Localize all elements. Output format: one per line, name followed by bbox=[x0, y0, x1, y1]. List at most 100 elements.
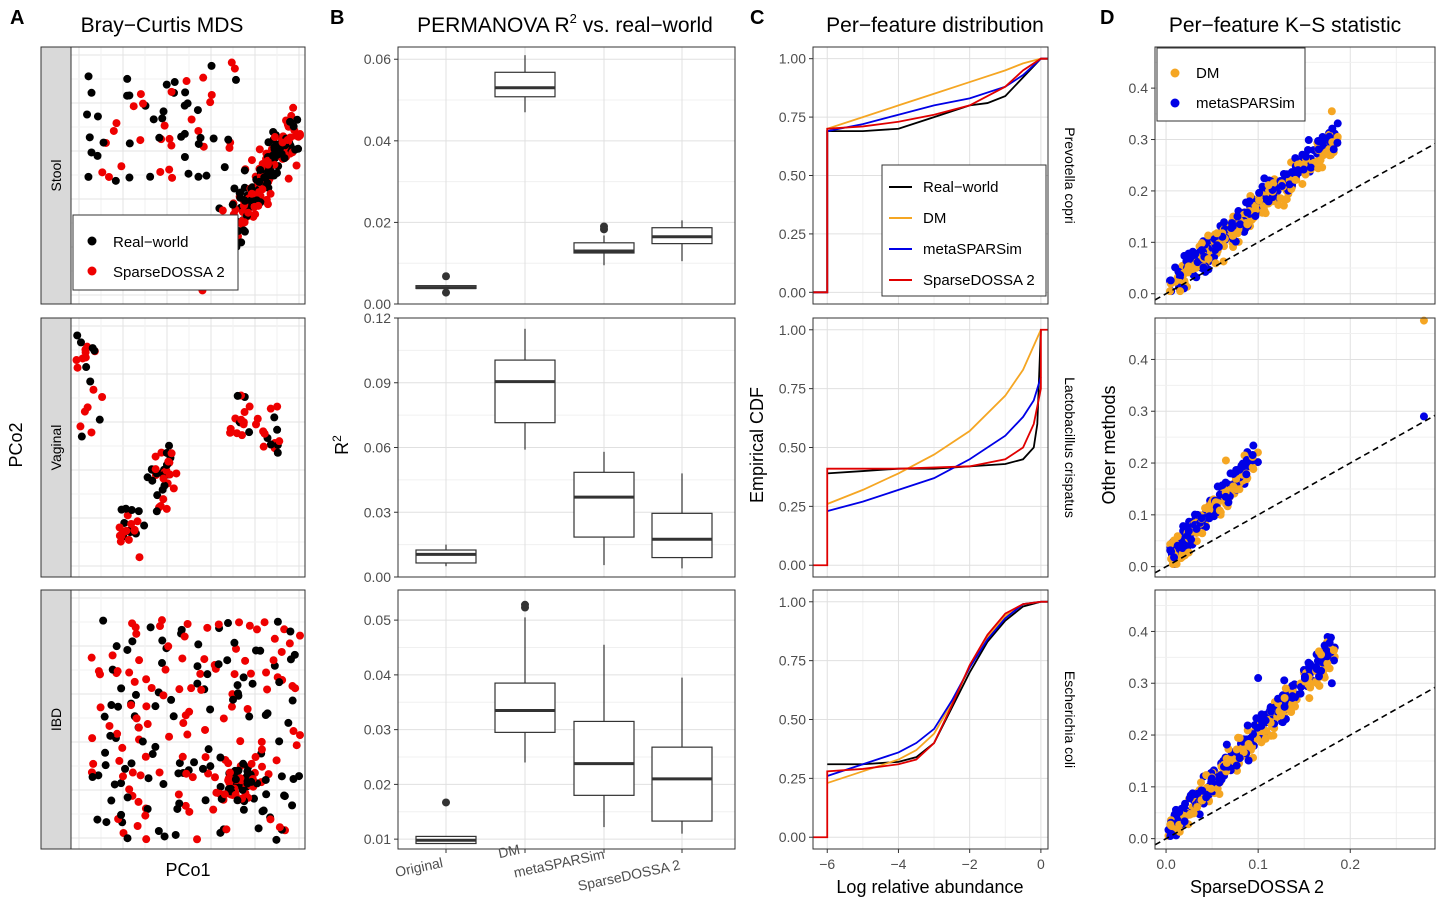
d-point-metasparsim bbox=[1175, 808, 1184, 817]
d-ytick-label: 0.4 bbox=[1129, 623, 1149, 639]
d-ytick-label: 0.4 bbox=[1129, 351, 1149, 367]
a-point-sparsedossa bbox=[263, 200, 272, 209]
d-point-dm bbox=[1255, 196, 1264, 205]
a-point-realworld bbox=[286, 655, 295, 664]
d-point-dm bbox=[1193, 802, 1202, 811]
a-point-realworld bbox=[206, 762, 215, 771]
b-ytick-label: 0.09 bbox=[364, 375, 391, 391]
d-point-dm bbox=[1244, 740, 1253, 749]
d-point-dm bbox=[1222, 758, 1231, 767]
a-point-sparsedossa bbox=[204, 769, 213, 778]
a-point-realworld bbox=[248, 679, 257, 688]
a-point-sparsedossa bbox=[167, 141, 176, 150]
c-ytick-label: 0.00 bbox=[779, 284, 806, 300]
a-point-realworld bbox=[143, 804, 152, 813]
title-b-main: PERMANOVA R bbox=[417, 14, 569, 37]
a-point-realworld bbox=[123, 645, 132, 654]
a-point-realworld bbox=[87, 148, 96, 157]
c-line-metasparsim bbox=[827, 376, 1042, 512]
a-point-realworld bbox=[267, 171, 276, 180]
b-box-body bbox=[494, 359, 556, 424]
d-point-dm bbox=[1288, 699, 1297, 708]
a-point-realworld bbox=[233, 681, 242, 690]
d-point-dm bbox=[1282, 195, 1291, 204]
b-xtick-label: Original bbox=[394, 854, 445, 880]
b-box-dm bbox=[494, 55, 556, 113]
a-point-realworld bbox=[288, 696, 297, 705]
d-point-metasparsim bbox=[1180, 817, 1189, 826]
a-point-realworld bbox=[209, 134, 218, 143]
a-point-realworld bbox=[216, 753, 225, 762]
a-point-sparsedossa bbox=[224, 759, 233, 768]
a-panel-border bbox=[70, 589, 306, 850]
a-point-realworld bbox=[272, 835, 281, 844]
a-point-sparsedossa bbox=[258, 762, 267, 771]
a-point-sparsedossa bbox=[260, 429, 269, 438]
d-point-dm bbox=[1291, 175, 1300, 184]
a-point-sparsedossa bbox=[156, 167, 165, 176]
a-point-realworld bbox=[273, 617, 282, 626]
d-ytick-label: 0.0 bbox=[1129, 286, 1149, 302]
a-facet-vaginal: Vaginal bbox=[40, 317, 306, 578]
a-point-sparsedossa bbox=[251, 210, 260, 219]
a-point-sparsedossa bbox=[133, 517, 142, 526]
a-point-sparsedossa bbox=[246, 669, 255, 678]
a-point-sparsedossa bbox=[87, 428, 96, 437]
d-point-dm bbox=[1329, 646, 1338, 655]
d-panel-border bbox=[1154, 317, 1436, 578]
c-ytick-label: 0.25 bbox=[779, 770, 806, 786]
a-point-realworld bbox=[101, 761, 110, 770]
c-panel-border bbox=[812, 46, 1049, 305]
c-facet-lactobacillus-crispatus: 0.00 0.25 0.50 0.75 1.00 Lactobacillus crispa… bbox=[779, 317, 1078, 578]
d-point-metasparsim bbox=[1288, 681, 1297, 690]
a-point-sparsedossa bbox=[230, 64, 239, 73]
b-box-dm bbox=[494, 600, 556, 763]
a-point-realworld bbox=[180, 153, 189, 162]
a-point-realworld bbox=[234, 766, 243, 775]
a-point-sparsedossa bbox=[151, 465, 160, 474]
d-point-dm bbox=[1204, 231, 1213, 240]
a-point-sparsedossa bbox=[129, 102, 138, 111]
d-point-dm bbox=[1185, 810, 1194, 819]
b-ytick-label: 0.06 bbox=[364, 51, 391, 67]
d-legend: DM metaSPARSim bbox=[1156, 47, 1306, 122]
c-xtick-label: −6 bbox=[819, 856, 835, 872]
a-point-sparsedossa bbox=[168, 173, 177, 182]
d-point-metasparsim bbox=[1215, 778, 1224, 787]
d-legend-key bbox=[1170, 98, 1180, 108]
d-point-dm bbox=[1221, 456, 1230, 465]
title-a: Bray−Curtis MDS bbox=[81, 14, 244, 37]
d-point-metasparsim bbox=[1226, 469, 1235, 478]
a-point-realworld bbox=[154, 827, 163, 836]
b-ytick-label: 0.01 bbox=[364, 831, 391, 847]
a-point-realworld bbox=[293, 115, 302, 124]
d-point-metasparsim bbox=[1173, 541, 1182, 550]
a-point-sparsedossa bbox=[227, 702, 236, 711]
a-point-sparsedossa bbox=[165, 732, 174, 741]
a-point-sparsedossa bbox=[247, 189, 256, 198]
c-line-sparsedossa-2 bbox=[813, 57, 1048, 294]
a-legend-key bbox=[87, 236, 97, 246]
d-point-metasparsim bbox=[1197, 514, 1206, 523]
d-point-metasparsim bbox=[1261, 716, 1270, 725]
b-box-sparsedossa-2 bbox=[651, 677, 713, 834]
a-point-sparsedossa bbox=[147, 684, 156, 693]
a-point-realworld bbox=[99, 138, 108, 147]
b-box-body bbox=[651, 746, 713, 822]
d-point-metasparsim bbox=[1267, 707, 1276, 716]
a-point-sparsedossa bbox=[257, 745, 266, 754]
a-point-sparsedossa bbox=[201, 753, 210, 762]
d-point-dm bbox=[1294, 160, 1303, 169]
c-xtick-label: −2 bbox=[962, 856, 978, 872]
b-plot-bg bbox=[398, 47, 735, 304]
a-point-sparsedossa bbox=[113, 729, 122, 738]
b-box-body bbox=[651, 512, 713, 559]
d-point-dm bbox=[1261, 734, 1270, 743]
a-point-realworld bbox=[251, 646, 260, 655]
b-ytick-label: 0.04 bbox=[364, 667, 391, 683]
a-point-realworld bbox=[245, 712, 254, 721]
a-point-realworld bbox=[220, 163, 229, 172]
c-facet-label: Lactobacillus crispatus bbox=[1062, 377, 1078, 518]
a-point-realworld bbox=[190, 758, 199, 767]
a-point-sparsedossa bbox=[187, 115, 196, 124]
